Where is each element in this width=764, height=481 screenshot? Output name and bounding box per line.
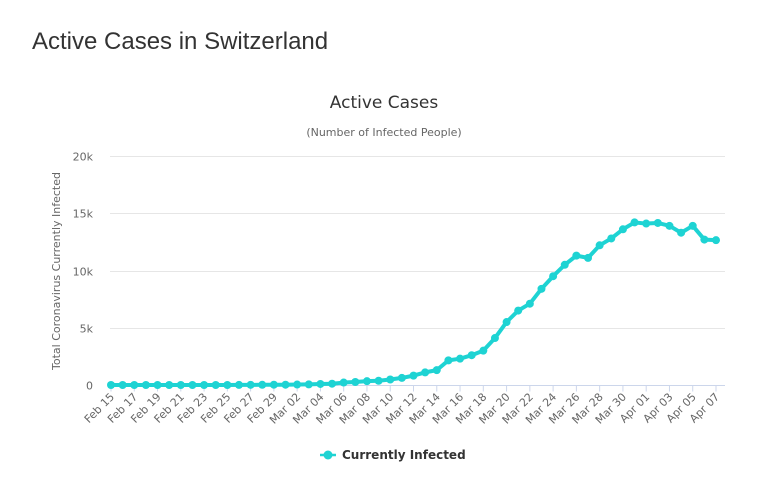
y-tick-label: 20k bbox=[73, 151, 94, 164]
y-tick-label: 5k bbox=[80, 323, 94, 336]
data-point[interactable] bbox=[328, 379, 337, 388]
data-point[interactable] bbox=[409, 371, 418, 380]
series-line[interactable] bbox=[109, 220, 718, 387]
data-point[interactable] bbox=[362, 377, 371, 386]
legend-point-marker bbox=[323, 450, 333, 460]
page-heading: Active Cases in Switzerland bbox=[32, 28, 329, 55]
data-point[interactable] bbox=[397, 373, 406, 382]
y-tick-label: 0 bbox=[86, 380, 93, 393]
data-point[interactable] bbox=[618, 225, 627, 234]
data-point[interactable] bbox=[153, 381, 162, 389]
data-point[interactable] bbox=[176, 381, 185, 389]
data-point[interactable] bbox=[200, 381, 209, 389]
data-point[interactable] bbox=[607, 234, 616, 243]
grid-lines bbox=[110, 156, 725, 329]
data-point[interactable] bbox=[653, 218, 662, 227]
legend-label: Currently Infected bbox=[342, 448, 466, 462]
data-point[interactable] bbox=[560, 260, 569, 269]
data-point[interactable] bbox=[688, 221, 697, 230]
legend[interactable]: Currently Infected bbox=[320, 448, 466, 462]
data-point[interactable] bbox=[630, 218, 639, 227]
data-point[interactable] bbox=[490, 334, 499, 343]
data-point[interactable] bbox=[549, 272, 558, 281]
data-point[interactable] bbox=[514, 306, 523, 315]
data-point[interactable] bbox=[374, 376, 383, 385]
y-axis-labels: 0 5k 10k 15k 20k bbox=[73, 151, 94, 393]
y-axis-title: Total Coronavirus Currently Infected bbox=[50, 172, 63, 371]
data-point[interactable] bbox=[339, 378, 348, 387]
data-point[interactable] bbox=[211, 381, 220, 389]
chart-title: Active Cases bbox=[330, 93, 439, 113]
data-point[interactable] bbox=[107, 381, 115, 389]
data-point[interactable] bbox=[269, 380, 278, 389]
chart-subtitle: (Number of Infected People) bbox=[306, 126, 461, 139]
data-point[interactable] bbox=[281, 380, 290, 389]
data-point[interactable] bbox=[444, 356, 453, 365]
y-tick-label: 10k bbox=[73, 266, 94, 279]
data-point[interactable] bbox=[165, 381, 174, 389]
data-point[interactable] bbox=[130, 381, 139, 389]
data-point[interactable] bbox=[479, 346, 488, 355]
data-point[interactable] bbox=[665, 221, 674, 230]
data-point[interactable] bbox=[258, 380, 267, 389]
data-point[interactable] bbox=[537, 284, 546, 293]
data-point[interactable] bbox=[502, 318, 511, 327]
data-point[interactable] bbox=[304, 380, 313, 389]
data-point[interactable] bbox=[456, 354, 465, 363]
data-point[interactable] bbox=[700, 235, 709, 244]
data-point[interactable] bbox=[234, 380, 243, 389]
series-currently-infected[interactable] bbox=[107, 218, 720, 389]
data-point[interactable] bbox=[677, 228, 686, 237]
data-point[interactable] bbox=[584, 253, 593, 262]
data-point[interactable] bbox=[141, 381, 150, 389]
data-point[interactable] bbox=[223, 380, 232, 389]
data-point[interactable] bbox=[572, 251, 581, 260]
data-point[interactable] bbox=[467, 351, 476, 360]
data-point[interactable] bbox=[525, 299, 534, 308]
data-point[interactable] bbox=[246, 380, 255, 389]
data-point[interactable] bbox=[432, 366, 441, 375]
data-point[interactable] bbox=[188, 381, 197, 389]
data-point[interactable] bbox=[316, 379, 325, 388]
data-point[interactable] bbox=[595, 241, 604, 250]
data-point[interactable] bbox=[293, 380, 302, 389]
y-tick-label: 15k bbox=[73, 208, 94, 221]
data-point[interactable] bbox=[386, 375, 395, 384]
data-point[interactable] bbox=[351, 377, 360, 386]
data-point[interactable] bbox=[421, 368, 430, 377]
data-point[interactable] bbox=[712, 236, 720, 245]
data-point[interactable] bbox=[642, 219, 651, 228]
data-point[interactable] bbox=[118, 381, 127, 389]
